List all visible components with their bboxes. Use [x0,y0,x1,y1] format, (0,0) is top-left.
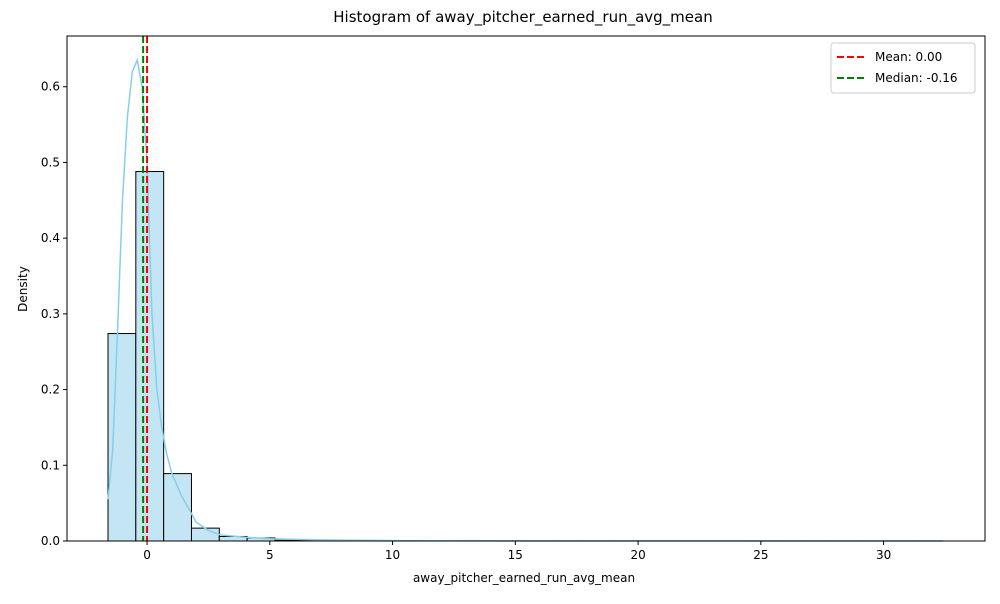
legend-label: Median: -0.16 [875,71,958,85]
y-tick-label: 0.2 [41,383,60,397]
y-tick-label: 0.1 [41,458,60,472]
y-axis-label: Density [16,266,30,312]
bar [108,334,136,541]
legend-label: Mean: 0.00 [875,50,942,64]
y-tick-label: 0.0 [41,534,60,548]
plot-frame [67,36,985,541]
x-tick-label: 5 [266,548,274,562]
x-tick-label: 30 [876,548,891,562]
kde-line [108,60,943,541]
bar [191,528,219,541]
y-tick-label: 0.6 [41,80,60,94]
x-tick-label: 15 [508,548,523,562]
chart-title: Histogram of away_pitcher_earned_run_avg… [333,8,712,27]
y-tick-label: 0.4 [41,231,60,245]
x-tick-label: 10 [385,548,400,562]
x-tick-label: 25 [753,548,768,562]
x-tick-label: 20 [630,548,645,562]
x-tick-label: 0 [143,548,151,562]
y-tick-label: 0.5 [41,155,60,169]
x-axis-label: away_pitcher_earned_run_avg_mean [413,571,635,585]
legend: Mean: 0.00 Median: -0.16 [831,43,975,93]
y-tick-label: 0.3 [41,307,60,321]
